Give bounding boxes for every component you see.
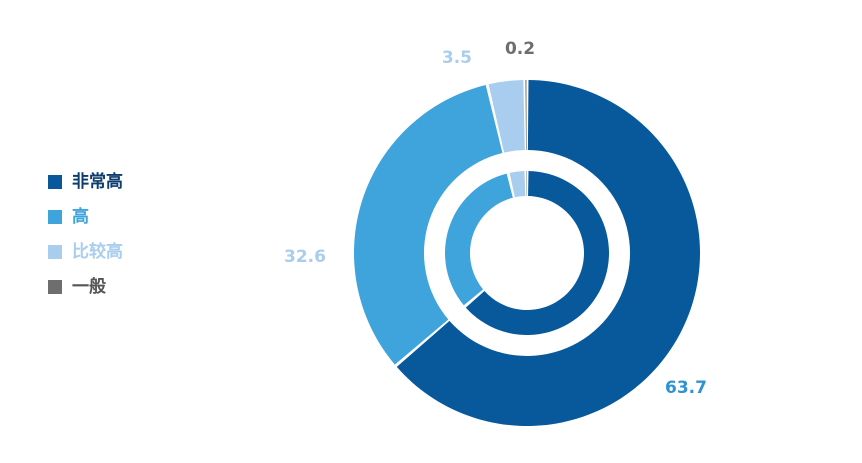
- legend-swatch: [48, 210, 62, 224]
- inner-ring: [445, 171, 610, 335]
- legend-swatch: [48, 245, 62, 259]
- legend-swatch: [48, 175, 62, 189]
- slice-label: 63.7: [665, 378, 707, 398]
- slice-labels: 63.7 32.6 3.5 0.2: [284, 39, 707, 398]
- legend-item-very-high: 非常高: [48, 170, 198, 194]
- legend-item-average: 一般: [48, 275, 198, 299]
- outer-slice-fairly-high: [488, 80, 525, 153]
- outer-slice-very-high: [396, 80, 701, 426]
- outer-slice-average: [525, 80, 527, 151]
- outer-slice-high: [354, 85, 503, 365]
- legend: 非常高 高 比较高 一般: [48, 170, 198, 310]
- legend-item-fairly-high: 比较高: [48, 240, 198, 264]
- inner-slice-very-high: [465, 171, 610, 335]
- legend-label: 一般: [72, 276, 106, 297]
- slice-label: 3.5: [442, 48, 472, 68]
- legend-item-high: 高: [48, 205, 198, 229]
- legend-swatch: [48, 280, 62, 294]
- legend-label: 高: [72, 206, 89, 227]
- inner-slice-high: [445, 173, 513, 306]
- slice-label: 0.2: [505, 39, 535, 59]
- slice-label: 32.6: [284, 247, 326, 267]
- legend-label: 非常高: [72, 171, 123, 192]
- inner-slice-average: [526, 171, 527, 197]
- legend-label: 比较高: [72, 241, 123, 262]
- inner-slice-fairly-high: [509, 171, 526, 198]
- outer-ring: [354, 80, 701, 426]
